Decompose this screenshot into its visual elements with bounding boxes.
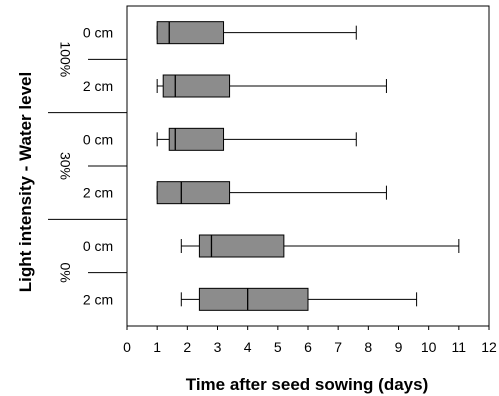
- iqr-box: [198, 287, 309, 311]
- x-tick-label: 12: [481, 339, 497, 355]
- x-tick-label: 7: [334, 339, 342, 355]
- box-plot-row: [156, 21, 357, 45]
- box-plot-row: [180, 234, 460, 258]
- x-tick-label: 1: [153, 339, 161, 355]
- row-label: 2 cm: [83, 291, 113, 307]
- x-tick-label: 3: [214, 339, 222, 355]
- box-plot-row: [156, 127, 357, 151]
- x-tick-label: 5: [274, 339, 282, 355]
- x-tick-label: 9: [395, 339, 403, 355]
- row-label: 2 cm: [83, 78, 113, 94]
- iqr-box: [168, 127, 225, 151]
- row-label: 2 cm: [83, 185, 113, 201]
- box-plot-row: [180, 287, 418, 311]
- box-plot-row: [156, 74, 387, 98]
- iqr-box: [198, 234, 285, 258]
- group-label: 100%: [57, 41, 73, 77]
- x-tick-label: 0: [123, 339, 131, 355]
- iqr-box: [156, 181, 231, 205]
- plot-border: [126, 5, 490, 327]
- row-label: 0 cm: [83, 131, 113, 147]
- x-tick-label: 8: [364, 339, 372, 355]
- x-tick-label: 10: [421, 339, 437, 355]
- x-tick-label: 2: [183, 339, 191, 355]
- x-tick-label: 11: [452, 339, 467, 355]
- group-label: 0%: [57, 263, 73, 283]
- y-axis-title: Light intensity - Water level: [16, 72, 35, 292]
- x-axis-title: Time after seed sowing (days): [186, 375, 428, 394]
- x-tick-label: 4: [244, 339, 252, 355]
- box-layer: [156, 21, 460, 311]
- iqr-box: [162, 74, 231, 98]
- iqr-box: [156, 21, 225, 45]
- y-axis-labels: 100% 0 cm 2 cm 30% 0 cm 2 cm 0% 0 cm 2 cm: [57, 25, 113, 308]
- row-label: 0 cm: [83, 238, 113, 254]
- x-axis-ticks: 0 1 2 3 4 5 6 7 8 9 10 11 12: [123, 326, 497, 355]
- x-tick-label: 6: [304, 339, 312, 355]
- row-dividers: [48, 58, 127, 274]
- group-label: 30%: [57, 152, 73, 180]
- row-label: 0 cm: [83, 25, 113, 41]
- box-plot-row: [156, 181, 387, 205]
- plot-frame: [126, 5, 490, 327]
